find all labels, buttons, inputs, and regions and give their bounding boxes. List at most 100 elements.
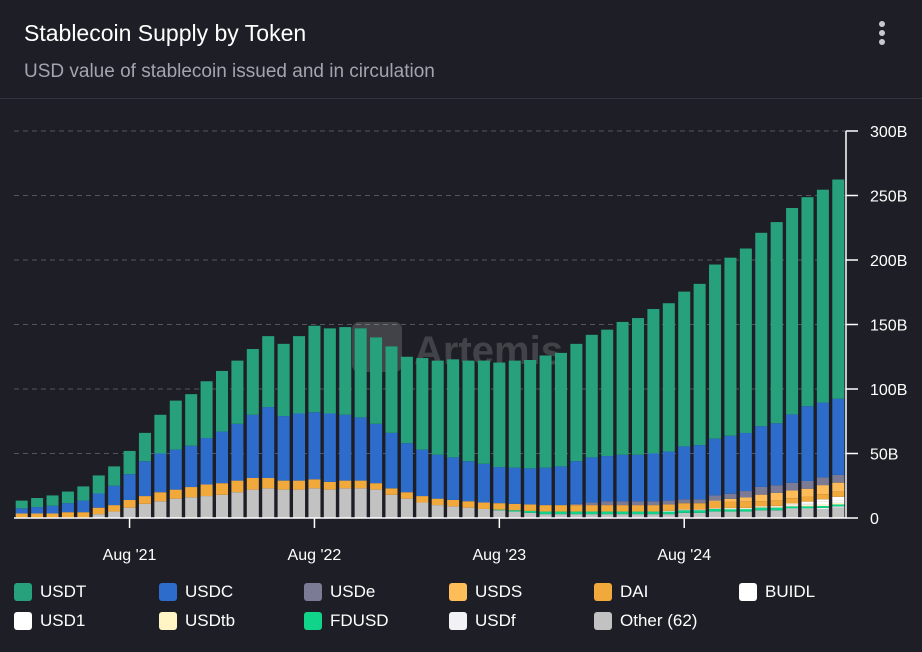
- bar-segment: [801, 503, 814, 505]
- bar-segment: [447, 499, 460, 507]
- legend-item[interactable]: USDT: [14, 580, 86, 604]
- bar-segment: [354, 417, 367, 481]
- bar-segment: [678, 509, 691, 511]
- bar-segment: [601, 501, 614, 506]
- bar-segment: [662, 303, 675, 452]
- x-tick-label: Aug '23: [472, 547, 526, 564]
- bar-segment: [215, 370, 229, 432]
- bar-segment: [308, 412, 321, 480]
- bar-segment: [262, 478, 275, 489]
- bar-segment: [447, 359, 460, 458]
- bar-segment: [816, 189, 829, 403]
- bar-segment: [709, 264, 722, 439]
- legend-swatch: [304, 583, 322, 601]
- bar-segment: [154, 501, 167, 518]
- bar-segment: [616, 514, 629, 518]
- bar-segment: [647, 505, 660, 512]
- bar-segment: [801, 508, 814, 509]
- legend-item[interactable]: FDUSD: [304, 609, 389, 633]
- bar-segment: [262, 336, 275, 408]
- bar-segment: [493, 509, 506, 511]
- bar-segment: [493, 510, 506, 518]
- bar-segment: [462, 360, 475, 462]
- legend-swatch: [594, 583, 612, 601]
- bar-segment: [832, 507, 845, 518]
- bar-segment: [385, 346, 398, 433]
- bar-segment: [15, 513, 28, 518]
- bar-segment: [339, 480, 352, 489]
- bar-segment: [416, 502, 429, 518]
- bar-segment: [200, 496, 213, 518]
- bar-segment: [647, 453, 660, 502]
- bar-segment: [61, 512, 74, 518]
- bar-segment: [786, 508, 799, 518]
- bar-segment: [447, 506, 460, 518]
- chart-title: Stablecoin Supply by Token: [24, 20, 307, 46]
- bar-segment: [323, 413, 336, 482]
- bar-segment: [138, 461, 151, 497]
- bar-segment: [832, 496, 845, 501]
- bar-segment: [585, 502, 598, 506]
- chart-legend: USDT USDC USDe USDS DAI BUIDL USD1 USDtb FDUSD US…: [0, 578, 922, 648]
- y-tick-label: 100B: [870, 382, 907, 399]
- more-vertical-icon[interactable]: [866, 20, 898, 50]
- bar-segment: [246, 489, 259, 518]
- bar-segment: [416, 496, 429, 503]
- legend-item[interactable]: USDe: [304, 580, 375, 604]
- legend-item[interactable]: DAI: [594, 580, 648, 604]
- bar-segment: [662, 451, 675, 501]
- bar-segment: [323, 481, 336, 490]
- bar-segment: [554, 352, 567, 467]
- bar-segment: [739, 511, 752, 518]
- legend-swatch: [594, 612, 612, 630]
- bar-segment: [585, 514, 598, 518]
- bar-segment: [493, 362, 506, 468]
- bar-segment: [616, 454, 629, 502]
- bar-segment: [431, 505, 444, 518]
- bar-segment: [462, 461, 475, 502]
- bar-segment: [370, 423, 383, 484]
- legend-item[interactable]: BUIDL: [739, 580, 815, 604]
- legend-item[interactable]: USD1: [14, 609, 85, 633]
- bar-segment: [770, 222, 783, 424]
- legend-label: USDC: [185, 582, 234, 601]
- legend-item[interactable]: USDf: [449, 609, 516, 633]
- bar-segment: [724, 257, 737, 436]
- bar-segment: [801, 501, 814, 504]
- bar-segment: [601, 511, 614, 515]
- bar-segment: [601, 456, 614, 502]
- legend-label: USDT: [40, 582, 87, 601]
- y-tick-label: 150B: [870, 318, 907, 335]
- bar-segment: [169, 449, 182, 490]
- bar-segment: [631, 511, 645, 515]
- bar-segment: [539, 511, 552, 515]
- bar-segment: [215, 494, 229, 518]
- legend-item[interactable]: USDS: [449, 580, 522, 604]
- bar-segment: [678, 291, 691, 447]
- bar-segment: [816, 485, 829, 495]
- legend-swatch: [304, 612, 322, 630]
- bar-segment: [770, 506, 783, 508]
- bar-segment: [832, 398, 845, 475]
- legend-item[interactable]: USDtb: [159, 609, 235, 633]
- bar-segment: [262, 407, 275, 479]
- bar-segment: [801, 488, 814, 497]
- y-tick-label: 0: [870, 511, 879, 528]
- legend-item[interactable]: USDC: [159, 580, 233, 604]
- bar-segment: [662, 511, 675, 515]
- y-tick-label: 300B: [870, 124, 907, 141]
- bar-segment: [678, 499, 691, 504]
- bar-segment: [601, 505, 614, 512]
- legend-item[interactable]: Other (62): [594, 609, 697, 633]
- bar-segment: [400, 498, 413, 518]
- bar-segment: [631, 318, 645, 455]
- bar-segment: [185, 487, 198, 498]
- bar-segment: [77, 500, 90, 513]
- legend-label: USDS: [475, 582, 523, 601]
- bar-segment: [631, 501, 645, 506]
- bar-segment: [246, 414, 259, 479]
- bar-segment: [570, 461, 583, 504]
- legend-label: USD1: [40, 611, 86, 630]
